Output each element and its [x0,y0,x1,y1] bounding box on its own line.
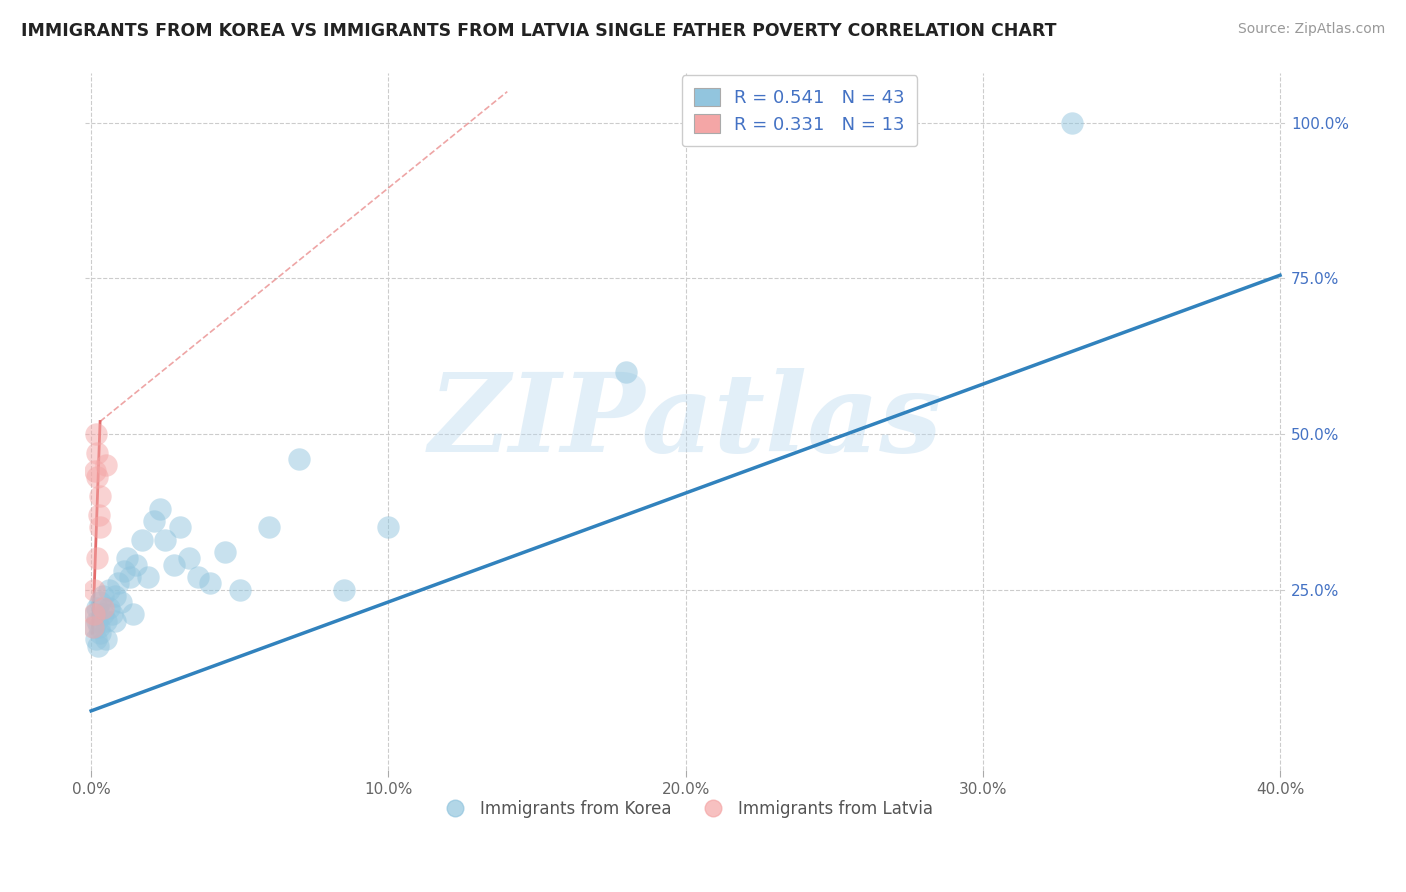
Immigrants from Korea [86,639,108,653]
Immigrants from Latvia [86,551,108,566]
Immigrants from Korea [110,595,132,609]
Immigrants from Korea [83,607,105,622]
Immigrants from Korea [115,551,138,566]
Immigrants from Latvia [83,464,105,478]
Immigrants from Korea [125,558,148,572]
Immigrants from Korea [333,582,356,597]
Immigrants from Korea [1060,116,1083,130]
Immigrants from Korea [83,620,105,634]
Immigrants from Korea [155,533,177,547]
Immigrants from Korea [101,607,124,622]
Immigrants from Korea [86,614,108,628]
Immigrants from Korea [198,576,221,591]
Immigrants from Korea [89,626,111,640]
Immigrants from Korea [86,601,108,615]
Immigrants from Korea [288,451,311,466]
Immigrants from Korea [98,582,121,597]
Immigrants from Korea [121,607,143,622]
Immigrants from Korea [107,576,129,591]
Immigrants from Korea [118,570,141,584]
Immigrants from Korea [187,570,209,584]
Immigrants from Korea [104,614,127,628]
Immigrants from Korea [377,520,399,534]
Immigrants from Latvia [82,620,104,634]
Immigrants from Korea [259,520,281,534]
Immigrants from Korea [169,520,191,534]
Immigrants from Korea [104,589,127,603]
Immigrants from Korea [214,545,236,559]
Immigrants from Korea [131,533,153,547]
Text: ZIPatlas: ZIPatlas [429,368,942,475]
Immigrants from Latvia [83,607,105,622]
Immigrants from Korea [91,607,114,622]
Legend: Immigrants from Korea, Immigrants from Latvia: Immigrants from Korea, Immigrants from L… [432,793,939,824]
Immigrants from Korea [87,620,110,634]
Immigrants from Latvia [89,520,111,534]
Immigrants from Latvia [86,445,108,459]
Immigrants from Korea [163,558,186,572]
Immigrants from Korea [614,365,637,379]
Immigrants from Korea [142,514,165,528]
Immigrants from Korea [112,564,135,578]
Immigrants from Korea [89,595,111,609]
Immigrants from Korea [229,582,252,597]
Immigrants from Korea [94,632,117,647]
Immigrants from Korea [84,632,107,647]
Immigrants from Latvia [87,508,110,522]
Immigrants from Latvia [86,470,108,484]
Immigrants from Latvia [89,489,111,503]
Immigrants from Latvia [84,426,107,441]
Text: IMMIGRANTS FROM KOREA VS IMMIGRANTS FROM LATVIA SINGLE FATHER POVERTY CORRELATIO: IMMIGRANTS FROM KOREA VS IMMIGRANTS FROM… [21,22,1056,40]
Immigrants from Korea [179,551,201,566]
Immigrants from Korea [148,501,170,516]
Text: Source: ZipAtlas.com: Source: ZipAtlas.com [1237,22,1385,37]
Immigrants from Korea [136,570,159,584]
Immigrants from Korea [91,589,114,603]
Immigrants from Latvia [83,582,105,597]
Immigrants from Korea [94,614,117,628]
Immigrants from Korea [98,601,121,615]
Immigrants from Latvia [94,458,117,472]
Immigrants from Latvia [91,601,114,615]
